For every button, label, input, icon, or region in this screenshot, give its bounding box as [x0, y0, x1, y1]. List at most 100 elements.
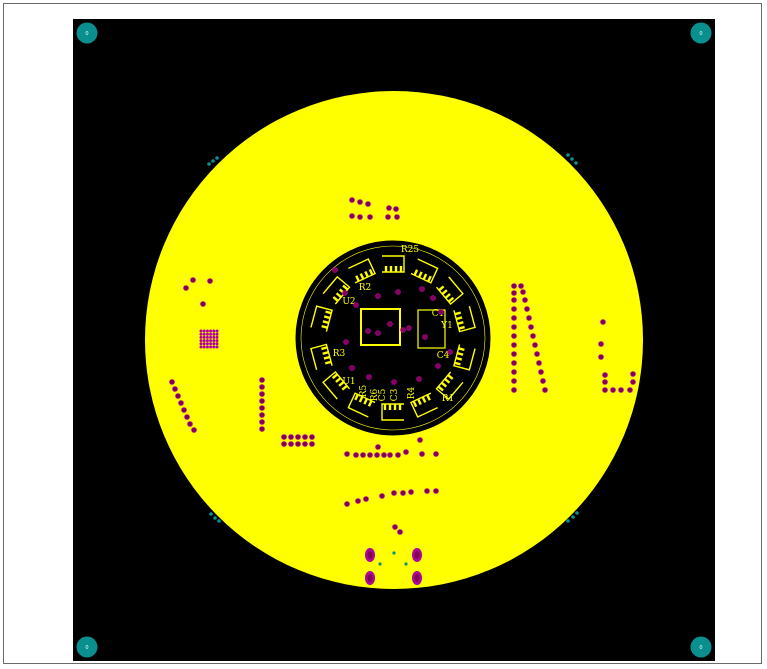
center-module[interactable]: [294, 239, 492, 437]
center-module-outline: [294, 239, 492, 437]
via: [178, 400, 184, 406]
connector-pad-drill: [367, 551, 373, 559]
via: [375, 444, 381, 450]
via: [397, 529, 403, 535]
via-array-dot: [199, 335, 203, 339]
via-array-dot: [199, 342, 203, 346]
via: [391, 379, 397, 385]
corner-via: [215, 156, 219, 160]
via: [424, 488, 430, 494]
pad-pin: [427, 275, 432, 283]
via: [540, 378, 546, 384]
via-array-dot: [212, 335, 216, 339]
silkscreen-label-u2: U2: [342, 297, 355, 307]
mounting-hole-pad: [76, 636, 98, 658]
silkscreen-label-r2: R2: [359, 283, 372, 293]
via-array-dot: [215, 332, 219, 336]
via: [387, 321, 393, 327]
via: [422, 334, 428, 340]
pad-pin: [438, 285, 445, 292]
via: [511, 342, 517, 348]
pad-pin: [399, 266, 403, 272]
pad-pin: [354, 393, 359, 401]
test-point: [392, 551, 396, 555]
via: [511, 306, 517, 312]
mounting-hole[interactable]: 0: [76, 22, 98, 44]
via: [187, 421, 193, 427]
silkscreen-label-r3: R3: [333, 349, 346, 359]
via-array-dot: [209, 335, 213, 339]
mounting-hole[interactable]: 0: [690, 636, 712, 658]
via: [627, 387, 633, 393]
pad-pin: [388, 404, 392, 410]
via-array-dot: [205, 339, 209, 343]
via: [511, 297, 517, 303]
via: [511, 324, 517, 330]
via: [511, 315, 517, 321]
via: [295, 434, 301, 440]
silkscreen-label-r5: R5: [359, 384, 369, 397]
ic-footprint-square[interactable]: [360, 308, 401, 346]
via: [511, 283, 517, 289]
via: [391, 490, 397, 496]
via: [379, 493, 385, 499]
crystal-footprint[interactable]: [417, 309, 446, 349]
radial-pad-footprint[interactable]: [381, 403, 404, 421]
corner-via: [566, 519, 570, 523]
mounting-holes: 0 0 0 0: [76, 22, 712, 658]
via: [400, 327, 406, 333]
corner-via: [566, 153, 570, 157]
silkscreen-label-r25: R25: [401, 245, 420, 255]
via: [386, 205, 392, 211]
radial-pad-footprint[interactable]: [435, 276, 464, 305]
mounting-hole-label: 0: [85, 31, 88, 37]
mounting-hole[interactable]: 0: [76, 636, 98, 658]
via: [534, 351, 540, 357]
radial-pad-footprint[interactable]: [409, 392, 438, 418]
pad-outline: [410, 258, 439, 284]
radial-pad-footprint[interactable]: [322, 371, 351, 400]
via: [387, 452, 393, 458]
via: [363, 496, 369, 502]
radial-pad-footprint[interactable]: [348, 258, 377, 284]
radial-pad-footprint[interactable]: [382, 255, 405, 273]
via: [406, 325, 412, 331]
via-array-dot: [202, 342, 206, 346]
pad-pin: [394, 266, 398, 272]
via-array-dot: [205, 342, 209, 346]
radial-pad-footprint[interactable]: [453, 305, 476, 333]
pad-outline: [382, 255, 405, 273]
via: [530, 333, 536, 339]
via: [375, 293, 381, 299]
mounting-hole[interactable]: 0: [690, 22, 712, 44]
via: [417, 437, 423, 443]
via-array-dot: [205, 332, 209, 336]
via: [353, 452, 359, 458]
via: [602, 372, 608, 378]
pad-pin: [332, 296, 339, 302]
pad-pin: [393, 404, 397, 410]
via: [408, 489, 414, 495]
radial-pad-footprint[interactable]: [453, 344, 476, 371]
pad-pin: [322, 320, 330, 325]
via-array-dot: [205, 329, 209, 333]
pad-pin: [323, 315, 331, 320]
radial-pad-footprint[interactable]: [347, 392, 376, 418]
silkscreen-label-y1: Y1: [440, 321, 453, 331]
radial-pad-footprint[interactable]: [310, 343, 333, 371]
via-array-dot: [212, 345, 216, 349]
radial-pad-footprint[interactable]: [410, 258, 439, 284]
pad-pin: [413, 269, 419, 276]
via-array-dot: [199, 329, 203, 333]
radial-pad-footprint[interactable]: [310, 305, 333, 332]
pad-pin: [383, 404, 387, 410]
via: [522, 297, 528, 303]
pad-outline: [453, 344, 476, 371]
via: [528, 324, 534, 330]
via: [438, 309, 444, 315]
via: [367, 214, 373, 220]
corner-via: [207, 162, 211, 166]
radial-pad-footprint[interactable]: [435, 371, 464, 401]
via: [169, 379, 175, 385]
